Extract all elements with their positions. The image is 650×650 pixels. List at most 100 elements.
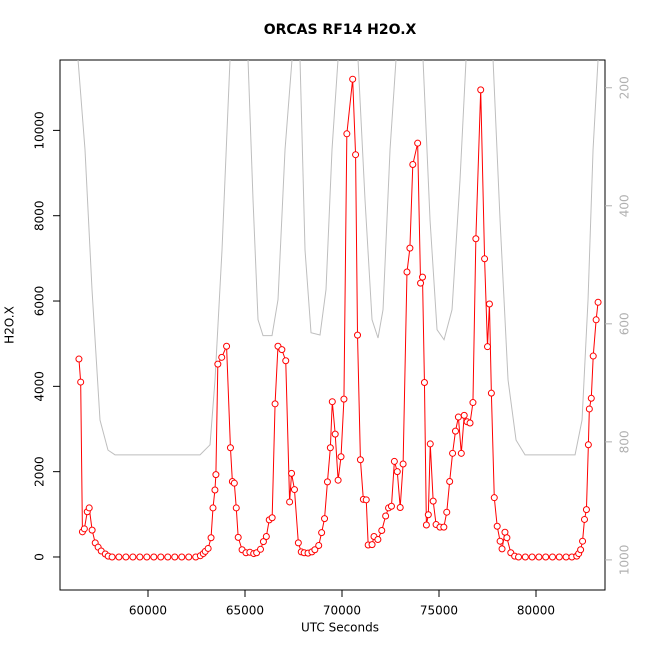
data-point — [481, 255, 489, 263]
plot-frame — [59, 59, 606, 591]
data-point — [528, 553, 536, 561]
data-point — [311, 546, 319, 554]
y2-tick-label: 1000 — [618, 545, 632, 576]
data-point — [515, 553, 523, 561]
data-point — [157, 553, 165, 561]
data-point — [343, 130, 351, 138]
y2-tick-label: 400 — [618, 194, 632, 217]
data-point — [446, 477, 454, 485]
data-point — [318, 529, 326, 537]
data-point — [503, 534, 511, 542]
data-point — [75, 355, 83, 363]
data-point — [535, 553, 543, 561]
data-point — [85, 504, 93, 512]
data-point — [326, 444, 334, 452]
data-point — [443, 508, 451, 516]
data-point — [282, 357, 290, 365]
data-point — [212, 471, 220, 479]
data-point — [382, 512, 390, 520]
data-point — [477, 86, 485, 94]
y2-tick-label: 800 — [618, 430, 632, 453]
data-point — [424, 511, 432, 519]
data-point — [115, 553, 123, 561]
data-point — [396, 503, 404, 511]
chart-title: ORCAS RF14 H2O.X — [264, 22, 417, 38]
data-point — [548, 553, 556, 561]
data-point — [218, 353, 226, 361]
data-point — [171, 553, 179, 561]
data-point — [354, 331, 362, 339]
data-point — [204, 544, 212, 552]
data-point — [328, 398, 336, 406]
data-point — [580, 515, 588, 523]
data-point — [460, 411, 468, 419]
data-point — [469, 399, 477, 407]
x-tick-label: 70000 — [323, 604, 361, 618]
data-point — [352, 151, 360, 159]
data-point — [288, 469, 296, 477]
data-point — [290, 486, 298, 494]
data-point — [483, 343, 491, 351]
data-point — [429, 497, 437, 505]
data-point — [542, 553, 550, 561]
data-point — [334, 476, 342, 484]
data-point — [422, 521, 430, 529]
data-point — [498, 545, 506, 553]
data-point — [493, 522, 501, 530]
data-point — [393, 468, 401, 476]
y-axis-label: H2O.X — [3, 306, 17, 344]
data-point — [592, 316, 600, 324]
data-point — [406, 244, 414, 252]
data-point — [259, 538, 267, 546]
y-tick-label: 2000 — [33, 456, 47, 487]
data-point — [426, 440, 434, 448]
data-point — [122, 553, 130, 561]
data-point — [294, 539, 302, 547]
data-point — [399, 460, 407, 468]
data-point — [321, 515, 329, 523]
data-point — [209, 504, 217, 512]
data-point — [223, 342, 231, 350]
plot-area — [75, 60, 602, 561]
data-point — [387, 502, 395, 510]
data-point — [374, 535, 382, 543]
data-point — [129, 553, 137, 561]
data-point — [331, 430, 339, 438]
data-point — [80, 525, 88, 533]
data-point — [454, 413, 462, 421]
data-point — [419, 273, 427, 281]
data-point — [108, 553, 116, 561]
data-point — [390, 457, 398, 465]
data-point — [589, 352, 597, 360]
data-point — [323, 478, 331, 486]
data-point — [579, 537, 587, 545]
data-point — [178, 553, 186, 561]
data-point — [164, 553, 172, 561]
data-point — [403, 268, 411, 276]
data-point — [496, 537, 504, 545]
y2-tick-label: 600 — [618, 312, 632, 335]
data-point — [257, 545, 265, 553]
data-point — [356, 456, 364, 464]
y2-tick-label: 200 — [618, 76, 632, 99]
data-point — [451, 427, 459, 435]
data-point — [555, 553, 563, 561]
y-tick-label: 8000 — [33, 200, 47, 231]
data-point — [457, 449, 465, 457]
y-tick-label: 6000 — [33, 286, 47, 317]
data-point — [472, 235, 480, 243]
x-tick-label: 60000 — [129, 604, 167, 618]
data-point — [587, 394, 595, 402]
data-point — [584, 441, 592, 449]
data-point — [268, 514, 276, 522]
data-point — [585, 405, 593, 413]
data-point — [466, 419, 474, 427]
data-point — [440, 523, 448, 531]
data-point — [449, 449, 457, 457]
data-point — [226, 444, 234, 452]
data-point — [485, 300, 493, 308]
data-point — [349, 75, 357, 83]
data-point — [337, 453, 345, 461]
data-point — [136, 553, 144, 561]
x-axis-label: UTC Seconds — [301, 621, 379, 635]
